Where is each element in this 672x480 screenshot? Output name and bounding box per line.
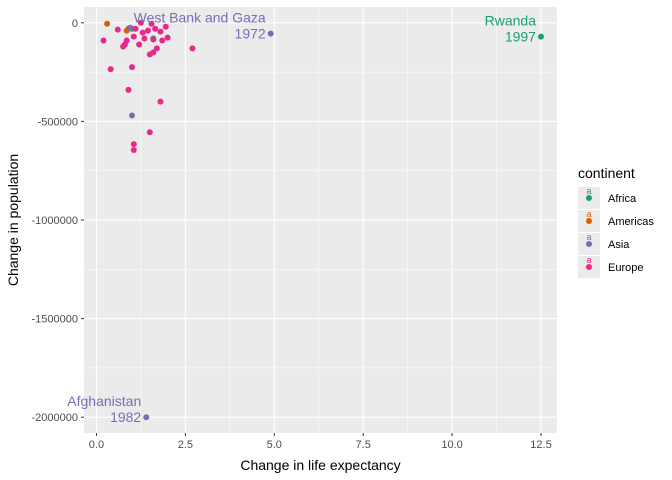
- data-point-asia: [267, 30, 274, 37]
- x-axis-ticks: 0.0 2.5 5.0 7.5 10.0 12.5: [89, 433, 552, 451]
- data-point-europe: [121, 41, 128, 48]
- y-tick-label: -2000000: [32, 412, 79, 424]
- legend-label: Africa: [608, 193, 637, 205]
- y-tick-label: -1000000: [32, 215, 79, 227]
- legend-label: Asia: [608, 239, 630, 251]
- data-point-europe: [107, 66, 114, 73]
- legend-title: continent: [578, 165, 635, 181]
- data-point-europe: [130, 33, 137, 40]
- annotation-year: 1997: [505, 29, 536, 45]
- legend-key-glyph: a: [586, 209, 591, 219]
- data-point-europe: [136, 41, 143, 48]
- y-axis-ticks: 0 -500000 -1000000 -1500000 -2000000: [32, 18, 84, 424]
- annotation-year: 1972: [235, 26, 266, 42]
- data-point-asia: [129, 112, 136, 119]
- legend-label: Americas: [608, 216, 654, 228]
- major-gridlines: [84, 7, 557, 433]
- legend-key-point: [586, 195, 592, 201]
- data-point-africa: [537, 33, 544, 40]
- data-point-europe: [146, 129, 153, 136]
- data-point-europe: [157, 28, 164, 35]
- data-point-asia: [143, 414, 150, 421]
- data-point-europe: [100, 37, 107, 44]
- data-point-europe: [150, 36, 157, 43]
- annotation-year: 1982: [110, 409, 141, 425]
- x-tick-label: 7.5: [356, 439, 371, 451]
- legend-label: Europe: [608, 262, 643, 274]
- data-point-europe: [152, 25, 159, 32]
- data-point-europe: [164, 34, 171, 41]
- data-point-asia: [127, 24, 134, 31]
- legend-key-point: [586, 218, 592, 224]
- x-tick-label: 2.5: [178, 439, 193, 451]
- x-tick-label: 0.0: [89, 439, 104, 451]
- x-tick-label: 10.0: [441, 439, 462, 451]
- data-point-europe: [137, 19, 144, 26]
- x-axis-title: Change in life expectancy: [240, 457, 400, 473]
- annotation-label: Afghanistan: [67, 393, 141, 409]
- data-point-americas: [104, 20, 111, 27]
- data-point-europe: [129, 64, 136, 71]
- legend-key-glyph: a: [586, 232, 591, 242]
- y-tick-label: -500000: [38, 116, 78, 128]
- y-tick-label: -1500000: [32, 314, 79, 326]
- legend-key-glyph: a: [586, 186, 591, 196]
- annotation-label: West Bank and Gaza: [134, 10, 266, 26]
- data-point-europe: [125, 86, 132, 93]
- legend-key-point: [586, 241, 592, 247]
- data-point-europe: [162, 23, 169, 30]
- legend: continent a Africa a Americas a Asia a Europe: [578, 165, 654, 278]
- data-point-europe: [141, 35, 148, 42]
- x-tick-label: 12.5: [530, 439, 551, 451]
- data-point-europe: [157, 98, 164, 105]
- legend-key-point: [586, 264, 592, 270]
- data-points: [100, 19, 544, 421]
- y-tick-label: 0: [72, 18, 78, 30]
- data-point-europe: [148, 20, 155, 27]
- y-axis-title: Change in population: [5, 154, 21, 286]
- data-point-europe: [130, 146, 137, 153]
- data-point-europe: [132, 25, 139, 32]
- data-point-europe: [150, 49, 157, 56]
- data-point-europe: [153, 45, 160, 52]
- annotation-label: Rwanda: [485, 13, 537, 29]
- data-point-europe: [189, 45, 196, 52]
- x-tick-label: 5.0: [267, 439, 282, 451]
- data-point-europe: [114, 26, 121, 33]
- data-point-europe: [130, 141, 137, 148]
- data-point-europe: [159, 37, 166, 44]
- data-point-europe: [145, 27, 152, 34]
- legend-key-glyph: a: [586, 255, 591, 265]
- data-point-europe: [139, 29, 146, 36]
